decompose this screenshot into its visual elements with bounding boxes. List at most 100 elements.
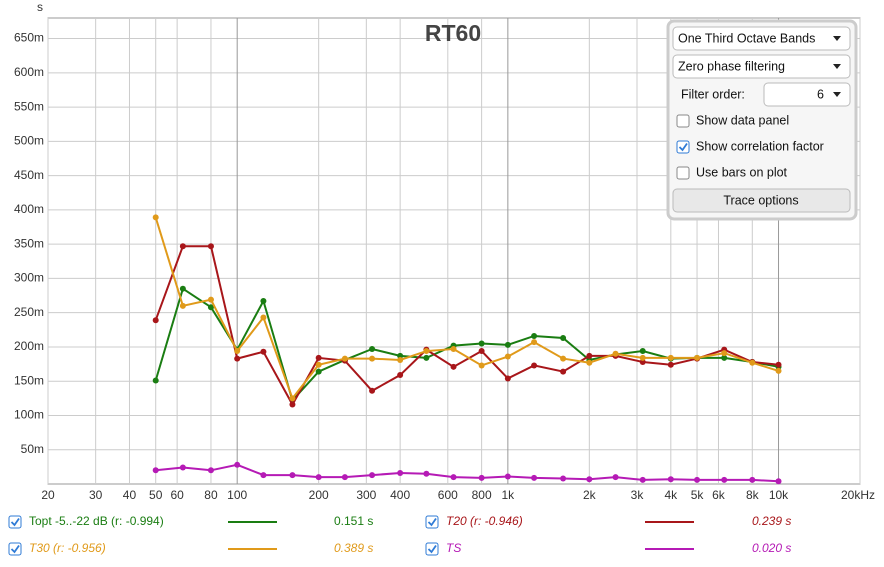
x-tick-label: 80 <box>204 488 218 502</box>
data-point <box>721 476 728 483</box>
data-point <box>179 302 186 309</box>
data-point <box>531 474 538 481</box>
data-point <box>694 476 701 483</box>
data-point <box>207 296 214 303</box>
data-point <box>423 354 430 361</box>
data-point <box>749 359 756 366</box>
data-point <box>234 348 241 355</box>
data-point <box>152 377 159 384</box>
series-line <box>154 217 779 401</box>
y-tick-label: 250m <box>14 305 44 319</box>
x-tick-label: 800 <box>472 488 492 502</box>
y-tick-label: 650m <box>14 31 44 45</box>
arrow <box>833 92 841 97</box>
checkbox-label: Show correlation factor <box>696 139 824 153</box>
data-point <box>179 464 186 471</box>
series-line <box>155 463 779 483</box>
data-point <box>721 354 728 361</box>
filter-select[interactable] <box>672 54 851 79</box>
legend: Topt -5..-22 dB (r: -0.994) 0.151 s T20 (r… <box>8 514 791 556</box>
data-point <box>667 354 674 361</box>
data-point <box>369 355 376 362</box>
data-point <box>260 348 267 355</box>
checkbox[interactable] <box>8 515 22 529</box>
data-point <box>504 341 511 348</box>
data-point <box>179 285 186 292</box>
data-point <box>478 474 485 481</box>
filter-order-select[interactable] <box>763 82 851 107</box>
check-mark <box>678 142 688 152</box>
data-point <box>560 355 567 362</box>
x-tick-label: 6k <box>712 488 726 502</box>
data-point <box>694 354 701 361</box>
checkbox[interactable] <box>425 515 439 529</box>
data-point <box>289 401 296 408</box>
legend-value: 0.020 s <box>752 541 791 555</box>
data-point <box>586 359 593 366</box>
arrow <box>833 36 841 41</box>
checkbox[interactable] <box>425 542 439 556</box>
plot <box>152 214 782 485</box>
data-point <box>152 467 159 474</box>
data-point <box>152 317 159 324</box>
checkbox[interactable] <box>676 114 690 128</box>
y-unit: s <box>37 0 43 14</box>
data-point <box>586 476 593 483</box>
data-point <box>152 214 159 221</box>
x-tick-label: 20kHz <box>841 488 875 502</box>
data-point <box>260 314 267 321</box>
x-tick-label: 10k <box>769 488 789 502</box>
x-tick-label: 50 <box>149 488 163 502</box>
series-line <box>154 245 779 407</box>
data-point <box>207 467 214 474</box>
y-tick-label: 500m <box>14 134 44 148</box>
checkboxes: Show data panel Show correlation factor Us… <box>676 113 824 180</box>
y-tick-label: 200m <box>14 339 44 353</box>
legend-name: T30 (r: -0.956) <box>29 541 106 555</box>
data-point <box>397 352 404 359</box>
data-point <box>369 472 376 479</box>
checkbox-label: Show data panel <box>696 113 789 127</box>
data-point <box>504 353 511 360</box>
legend-value: 0.389 s <box>334 541 373 555</box>
data-point <box>234 355 241 362</box>
checkbox-label: Use bars on plot <box>696 165 788 179</box>
filter-order-value: 6 <box>817 87 824 101</box>
data-point <box>478 348 485 355</box>
data-point <box>450 345 457 352</box>
x-tick-label: 600 <box>438 488 458 502</box>
controls-panel: One Third Octave Bands Zero phase filter… <box>666 19 858 221</box>
y-tick-label: 350m <box>14 236 44 250</box>
x-tick-label: 60 <box>170 488 184 502</box>
x-tick-label: 100 <box>227 488 247 502</box>
data-point <box>315 361 322 368</box>
x-tick-label: 4k <box>664 488 678 502</box>
y-tick-label: 600m <box>14 65 44 79</box>
data-point <box>397 372 404 379</box>
data-point <box>207 304 214 311</box>
checkbox[interactable] <box>8 542 22 556</box>
data-point <box>179 243 186 250</box>
band-select[interactable] <box>672 26 851 51</box>
trace-options-button[interactable] <box>672 188 851 213</box>
data-point <box>315 474 322 481</box>
data-point <box>721 350 728 357</box>
data-point <box>423 348 430 355</box>
x-tick-label: 1k <box>502 488 516 502</box>
y-tick-label: 300m <box>14 271 44 285</box>
check-mark <box>427 544 437 554</box>
data-point <box>450 363 457 370</box>
y-tick-label: 450m <box>14 168 44 182</box>
data-point <box>775 361 782 368</box>
data-point <box>504 375 511 382</box>
data-point <box>775 367 782 374</box>
data-point <box>639 348 646 355</box>
x-tick-label: 40 <box>123 488 137 502</box>
checkbox[interactable] <box>676 166 690 180</box>
y-tick-label: 550m <box>14 99 44 113</box>
legend-name: Topt -5..-22 dB (r: -0.994) <box>29 514 164 528</box>
data-point <box>639 354 646 361</box>
data-point <box>315 354 322 361</box>
checkbox[interactable] <box>676 140 690 154</box>
